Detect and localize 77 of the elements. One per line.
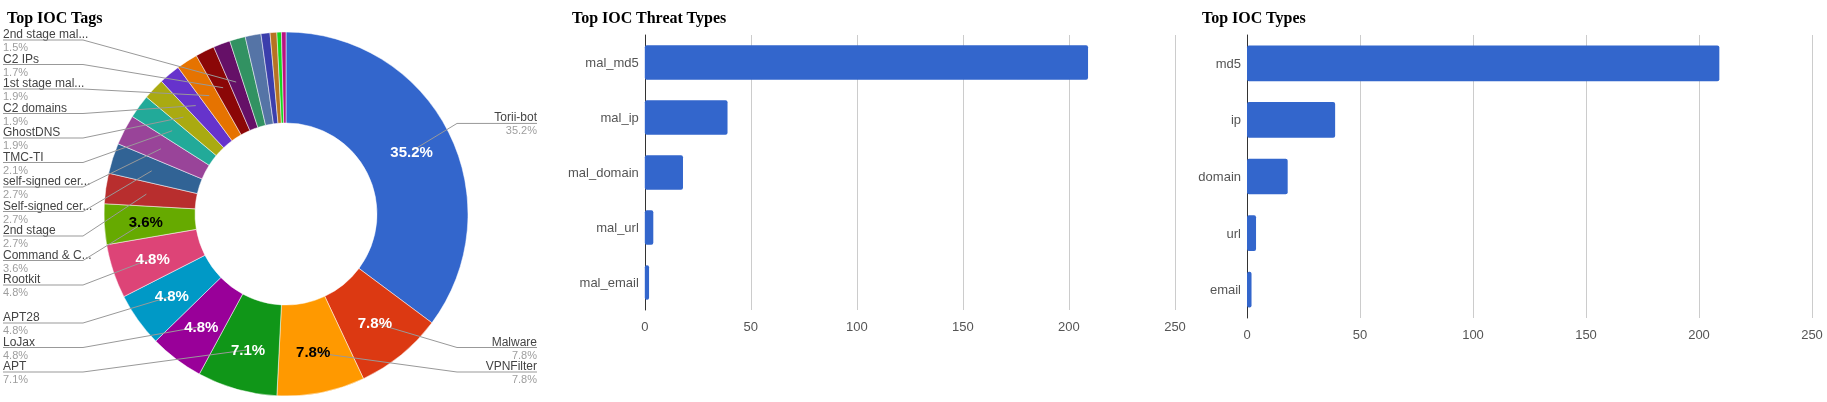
x-tick-label: 50 xyxy=(743,319,759,334)
x-tick-label: 150 xyxy=(952,319,974,334)
slice-label: C2 IPs xyxy=(3,51,40,66)
y-tick-label: mal_md5 xyxy=(585,55,639,70)
slice-label: GhostDNS xyxy=(3,125,61,139)
bar xyxy=(644,45,1089,80)
x-tick-label: 150 xyxy=(1575,327,1597,342)
slice-label: Rootkit xyxy=(3,272,42,286)
x-tick-label: 0 xyxy=(641,319,649,334)
slice-label: C2 domains xyxy=(3,100,68,115)
text: 4.8% xyxy=(135,249,170,267)
data-label: 1.9% xyxy=(3,114,29,127)
slice-label: Command & C... xyxy=(3,247,92,262)
data-label: 4.8% xyxy=(3,348,29,361)
slice-label: Malware xyxy=(491,334,538,349)
slice-label: APT xyxy=(3,359,28,373)
slice-label: TMC-TI xyxy=(3,149,44,164)
bar xyxy=(1247,158,1288,195)
text: 3.6% xyxy=(128,213,163,231)
y-tick-label: email xyxy=(1209,282,1242,298)
bar xyxy=(1247,271,1252,308)
text: 7.8% xyxy=(296,343,331,361)
x-tick-label: 200 xyxy=(1688,327,1710,342)
data-label: 7.8% xyxy=(511,373,538,385)
x-tick-label: 0 xyxy=(1243,327,1251,342)
data-label: 7.1% xyxy=(3,373,29,385)
x-tick-label: 250 xyxy=(1164,319,1186,334)
data-label: 2.1% xyxy=(3,163,29,176)
y-tick-label: ip xyxy=(1230,112,1241,128)
slice-label: 1st stage mal... xyxy=(3,76,85,90)
chart-title: Top IOC Types xyxy=(1202,8,1306,27)
bar xyxy=(1247,215,1257,251)
slice-label: self-signed cer... xyxy=(3,174,91,188)
data-label: 1.9% xyxy=(3,90,29,102)
data-label: 35.2% xyxy=(505,124,538,137)
data-label: 1.5% xyxy=(3,41,29,53)
data-label: 1.7% xyxy=(3,65,29,78)
text: 7.1% xyxy=(230,340,266,358)
slice-label: 2nd stage mal... xyxy=(3,27,89,41)
bar xyxy=(1247,45,1720,82)
data-label: 2.7% xyxy=(3,237,29,249)
y-tick-label: domain xyxy=(1198,169,1241,184)
data-label: 4.8% xyxy=(3,324,29,336)
data-label: 2.7% xyxy=(3,212,29,225)
text: 35.2% xyxy=(390,142,433,160)
chart-title: Top IOC Tags xyxy=(7,8,103,27)
bar xyxy=(644,210,654,245)
bar xyxy=(644,100,728,135)
chart-title: Top IOC Threat Types xyxy=(572,8,727,27)
data-label: 3.6% xyxy=(3,261,29,274)
text: 4.8% xyxy=(184,317,219,335)
y-tick-label: mal_url xyxy=(596,220,639,235)
y-tick-label: mal_ip xyxy=(600,110,639,125)
slice-label: Torii-bot xyxy=(494,110,538,125)
slice-label: VPNFilter xyxy=(485,359,537,373)
slice-label: 2nd stage xyxy=(3,223,57,237)
y-tick-label: mal_email xyxy=(579,275,639,290)
y-tick-label: md5 xyxy=(1215,55,1241,71)
data-label: 7.8% xyxy=(511,348,538,361)
slice-label: LoJax xyxy=(3,334,36,349)
y-tick-label: mal_domain xyxy=(567,165,639,180)
text: 4.8% xyxy=(154,287,189,305)
x-tick-label: 200 xyxy=(1058,319,1080,334)
text: 7.8% xyxy=(357,314,392,332)
slice-label: APT28 xyxy=(3,310,41,324)
x-tick-label: 50 xyxy=(1352,327,1368,342)
bar xyxy=(644,265,650,300)
data-label: 1.9% xyxy=(3,139,29,151)
x-tick-label: 250 xyxy=(1801,327,1823,342)
x-tick-label: 100 xyxy=(1462,327,1484,342)
bar xyxy=(1247,102,1336,138)
data-label: 2.7% xyxy=(3,188,29,200)
slice-label: Self-signed cer... xyxy=(3,198,93,213)
bar xyxy=(644,155,683,190)
data-label: 4.8% xyxy=(3,286,29,298)
x-tick-label: 100 xyxy=(846,319,868,334)
y-tick-label: url xyxy=(1226,225,1242,241)
